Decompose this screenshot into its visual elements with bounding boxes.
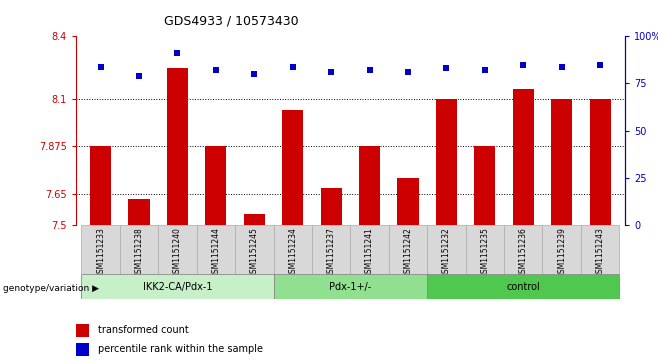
Bar bbox=[82, 274, 274, 299]
Point bbox=[365, 68, 375, 73]
Text: genotype/variation ▶: genotype/variation ▶ bbox=[3, 284, 99, 293]
Text: GSM1151244: GSM1151244 bbox=[211, 228, 220, 278]
Text: GDS4933 / 10573430: GDS4933 / 10573430 bbox=[164, 15, 299, 28]
Point bbox=[134, 73, 144, 79]
Text: GSM1151234: GSM1151234 bbox=[288, 228, 297, 278]
Bar bbox=[197, 225, 235, 274]
Text: GSM1151245: GSM1151245 bbox=[250, 228, 259, 278]
Bar bbox=[274, 225, 312, 274]
Text: percentile rank within the sample: percentile rank within the sample bbox=[97, 344, 263, 354]
Bar bbox=[504, 225, 542, 274]
Text: transformed count: transformed count bbox=[97, 326, 188, 335]
Bar bbox=[427, 225, 466, 274]
Text: GSM1151238: GSM1151238 bbox=[135, 228, 143, 278]
Bar bbox=[466, 225, 504, 274]
Bar bbox=[82, 225, 120, 274]
Bar bbox=[90, 146, 111, 225]
Bar bbox=[542, 225, 581, 274]
Text: IKK2-CA/Pdx-1: IKK2-CA/Pdx-1 bbox=[143, 282, 213, 292]
Bar bbox=[320, 188, 342, 225]
Bar bbox=[243, 213, 265, 225]
Bar bbox=[274, 274, 427, 299]
Point bbox=[172, 50, 183, 56]
Bar bbox=[235, 225, 274, 274]
Text: control: control bbox=[507, 282, 540, 292]
Bar bbox=[205, 146, 226, 225]
Text: GSM1151243: GSM1151243 bbox=[595, 228, 605, 278]
Bar bbox=[590, 99, 611, 225]
Point bbox=[288, 64, 298, 69]
Text: GSM1151237: GSM1151237 bbox=[326, 228, 336, 278]
Text: GSM1151232: GSM1151232 bbox=[442, 228, 451, 278]
Bar bbox=[397, 178, 418, 225]
Text: GSM1151239: GSM1151239 bbox=[557, 228, 566, 278]
Point bbox=[211, 68, 221, 73]
Point bbox=[403, 69, 413, 75]
Text: GSM1151242: GSM1151242 bbox=[403, 228, 413, 278]
Bar bbox=[282, 110, 303, 225]
Bar bbox=[76, 343, 89, 356]
Point bbox=[518, 62, 528, 68]
Point bbox=[95, 64, 106, 69]
Bar bbox=[389, 225, 427, 274]
Point bbox=[557, 64, 567, 69]
Bar bbox=[350, 225, 389, 274]
Bar bbox=[581, 225, 619, 274]
Bar bbox=[551, 99, 572, 225]
Bar bbox=[436, 99, 457, 225]
Bar bbox=[159, 225, 197, 274]
Bar bbox=[128, 199, 149, 225]
Text: GSM1151236: GSM1151236 bbox=[519, 228, 528, 278]
Text: GSM1151233: GSM1151233 bbox=[96, 228, 105, 278]
Point bbox=[480, 68, 490, 73]
Point bbox=[595, 62, 605, 68]
Bar bbox=[76, 324, 89, 337]
Bar bbox=[474, 146, 495, 225]
Bar bbox=[167, 68, 188, 225]
Text: GSM1151240: GSM1151240 bbox=[173, 228, 182, 278]
Bar bbox=[427, 274, 619, 299]
Text: GSM1151241: GSM1151241 bbox=[365, 228, 374, 278]
Point bbox=[249, 71, 260, 77]
Text: GSM1151235: GSM1151235 bbox=[480, 228, 490, 278]
Bar bbox=[359, 146, 380, 225]
Text: Pdx-1+/-: Pdx-1+/- bbox=[329, 282, 372, 292]
Bar bbox=[120, 225, 159, 274]
Point bbox=[326, 69, 336, 75]
Point bbox=[441, 65, 451, 71]
Bar bbox=[513, 89, 534, 225]
Bar bbox=[312, 225, 350, 274]
